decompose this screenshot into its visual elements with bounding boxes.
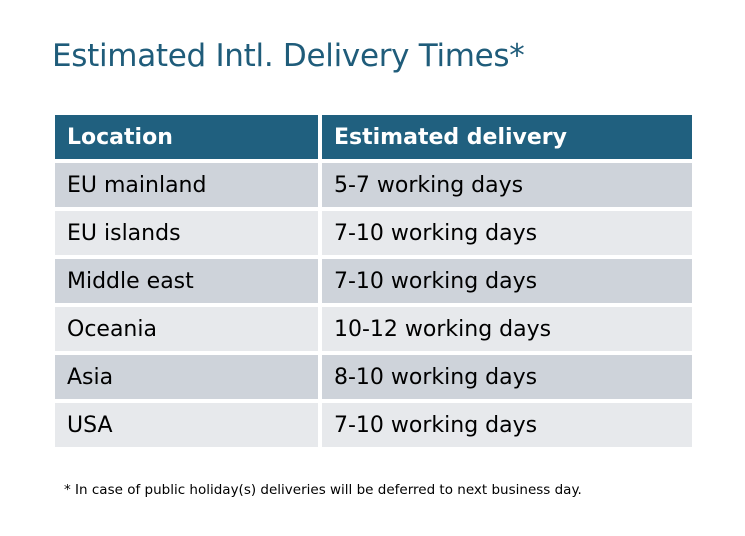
- table-row: EU mainland 5-7 working days: [55, 163, 692, 207]
- column-header-location: Location: [55, 115, 318, 159]
- location-cell: Oceania: [55, 307, 318, 351]
- location-cell: Asia: [55, 355, 318, 399]
- delivery-cell: 5-7 working days: [322, 163, 692, 207]
- delivery-cell: 7-10 working days: [322, 259, 692, 303]
- delivery-cell: 10-12 working days: [322, 307, 692, 351]
- footnote: * In case of public holiday(s) deliverie…: [64, 482, 582, 498]
- location-cell: USA: [55, 403, 318, 447]
- location-cell: Middle east: [55, 259, 318, 303]
- table-header-row: Location Estimated delivery: [55, 115, 692, 159]
- table-row: Asia 8-10 working days: [55, 355, 692, 399]
- location-cell: EU mainland: [55, 163, 318, 207]
- table-row: Oceania 10-12 working days: [55, 307, 692, 351]
- location-cell: EU islands: [55, 211, 318, 255]
- column-header-estimated-delivery: Estimated delivery: [322, 115, 692, 159]
- table-row: EU islands 7-10 working days: [55, 211, 692, 255]
- delivery-table: Location Estimated delivery EU mainland 5…: [51, 111, 696, 451]
- delivery-cell: 7-10 working days: [322, 211, 692, 255]
- delivery-cell: 7-10 working days: [322, 403, 692, 447]
- delivery-cell: 8-10 working days: [322, 355, 692, 399]
- table-row: USA 7-10 working days: [55, 403, 692, 447]
- table-row: Middle east 7-10 working days: [55, 259, 692, 303]
- page-title: Estimated Intl. Delivery Times*: [52, 38, 525, 74]
